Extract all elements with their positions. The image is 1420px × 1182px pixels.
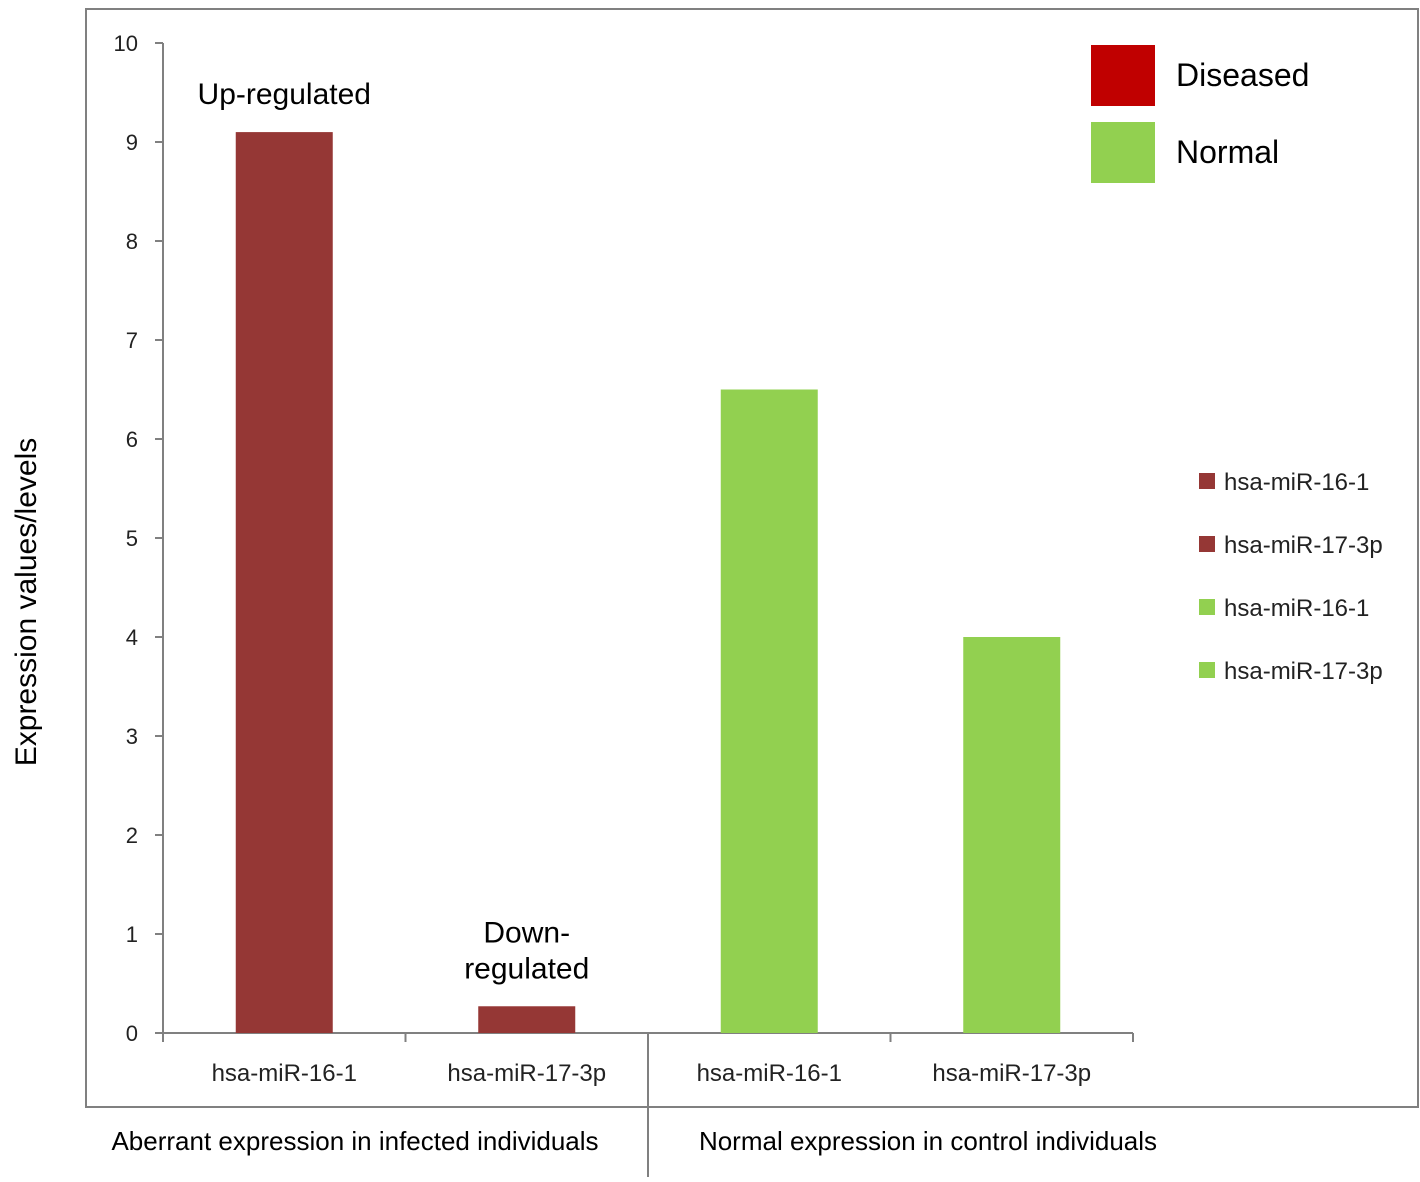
y-tick-label: 5 [126, 526, 138, 551]
bar [720, 389, 818, 1033]
bar [963, 637, 1061, 1033]
bar [235, 132, 333, 1034]
bar-annotation: Up-regulated [198, 78, 371, 111]
y-ticks: 0 1 2 3 4 5 6 7 8 9 10 [114, 31, 163, 1046]
y-tick-label: 9 [126, 130, 138, 155]
y-axis-label: Expression values/levels [10, 438, 43, 767]
bar [478, 1006, 576, 1033]
x-category-label: hsa-miR-16-1 [697, 1060, 842, 1087]
group-label: Normal expression in control individuals [699, 1126, 1157, 1156]
bar-annotation: regulated [464, 952, 589, 985]
y-tick-label: 3 [126, 724, 138, 749]
legend-series-label: hsa-miR-17-3p [1224, 532, 1383, 559]
bars [235, 132, 1061, 1034]
x-category-label: hsa-miR-16-1 [212, 1060, 357, 1087]
bar-annotation: Down- [483, 916, 570, 949]
x-category-label: hsa-miR-17-3p [447, 1060, 606, 1087]
y-tick-label: 6 [126, 427, 138, 452]
group-label: Aberrant expression in infected individu… [111, 1126, 598, 1156]
annotations: Up-regulated Down-regulated [198, 78, 590, 985]
y-tick-label: 10 [114, 31, 138, 56]
legend-series-label: hsa-miR-16-1 [1224, 469, 1369, 496]
legend-series-label: hsa-miR-16-1 [1224, 595, 1369, 622]
y-tick-label: 4 [126, 625, 138, 650]
x-category-label: hsa-miR-17-3p [932, 1060, 1091, 1087]
y-tick-label: 8 [126, 229, 138, 254]
legend-series-label: hsa-miR-17-3p [1224, 658, 1383, 685]
legend-series-swatch [1199, 473, 1215, 489]
chart-frame [85, 8, 1419, 1108]
legend-series-swatch [1199, 536, 1215, 552]
legend-label: Normal [1176, 134, 1279, 170]
legend-swatch [1091, 122, 1155, 183]
legend-swatch [1091, 45, 1155, 106]
legend-series-swatch [1199, 599, 1215, 615]
legend-series: hsa-miR-16-1 hsa-miR-17-3p hsa-miR-16-1 hsa… [1199, 469, 1383, 685]
legend-label: Diseased [1176, 57, 1309, 93]
y-tick-label: 1 [126, 922, 138, 947]
legend-groups: Diseased Normal [1091, 45, 1309, 183]
legend-series-swatch [1199, 662, 1215, 678]
y-tick-label: 0 [126, 1021, 138, 1046]
y-tick-label: 2 [126, 823, 138, 848]
x-category-labels: hsa-miR-16-1 hsa-miR-17-3p hsa-miR-16-1 hsa… [162, 1033, 1134, 1087]
group-labels: Aberrant expression in infected individu… [111, 1126, 1157, 1156]
y-tick-label: 7 [126, 328, 138, 353]
